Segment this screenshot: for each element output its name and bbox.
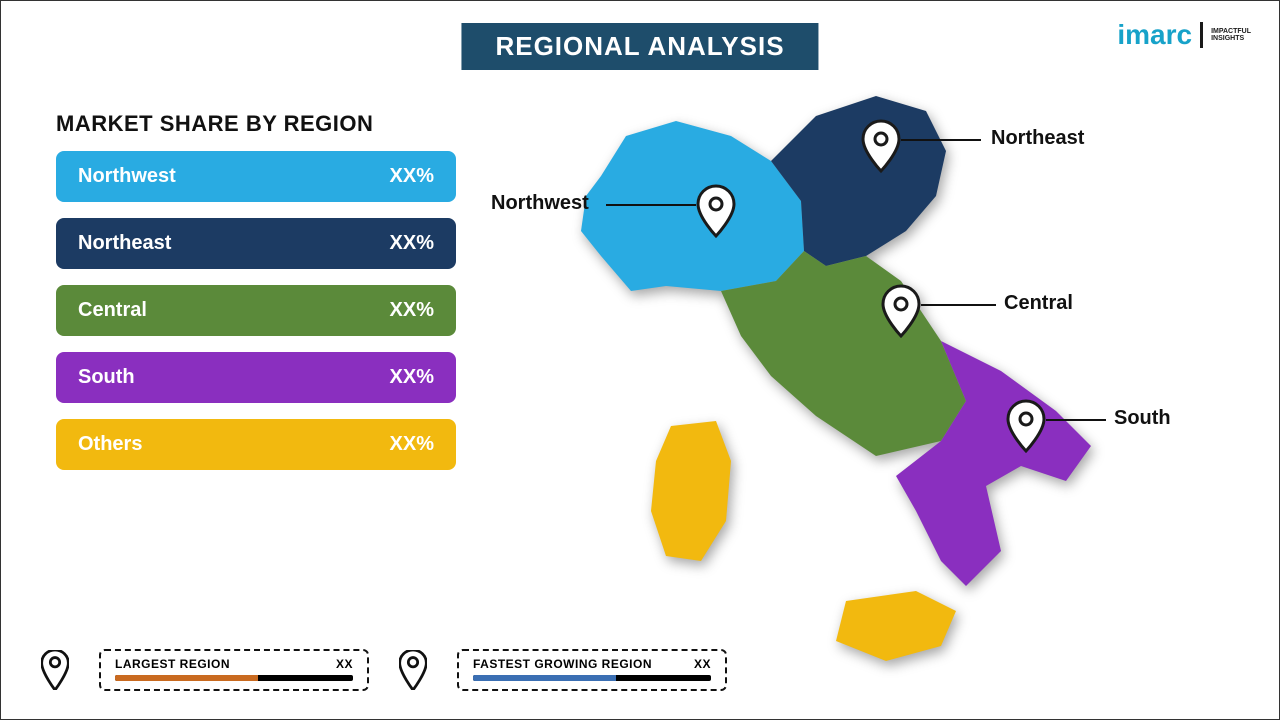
market-share-heading: MARKET SHARE BY REGION [56, 111, 456, 137]
italy-map: Northeast Northwest Central South [546, 81, 1146, 681]
share-value: XX% [390, 165, 434, 188]
share-label: Central [78, 299, 147, 322]
logo-separator [1200, 22, 1203, 48]
share-label: Others [78, 433, 142, 456]
leader-line [921, 304, 996, 306]
brand-logo: imarc IMPACTFUL INSIGHTS [1117, 19, 1251, 51]
share-row-northwest: Northwest XX% [56, 151, 456, 202]
region-sicily [836, 591, 956, 661]
market-share-panel: MARKET SHARE BY REGION Northwest XX% Nor… [56, 111, 456, 486]
leader-line [901, 139, 981, 141]
share-label: Northwest [78, 165, 176, 188]
map-label-northwest: Northwest [491, 192, 589, 215]
share-row-central: Central XX% [56, 285, 456, 336]
legend-largest: LARGEST REGION XX [99, 649, 369, 691]
legend-value: XX [336, 657, 353, 671]
share-row-others: Others XX% [56, 419, 456, 470]
legend-label: LARGEST REGION [115, 657, 230, 671]
map-label-central: Central [1004, 292, 1073, 315]
share-value: XX% [390, 433, 434, 456]
legend-bar [115, 675, 353, 681]
share-label: Northeast [78, 232, 171, 255]
logo-tagline: IMPACTFUL INSIGHTS [1211, 28, 1251, 42]
share-label: South [78, 366, 135, 389]
map-label-northeast: Northeast [991, 127, 1084, 150]
share-value: XX% [390, 366, 434, 389]
pin-icon [41, 650, 69, 690]
share-row-northeast: Northeast XX% [56, 218, 456, 269]
brand-name: imarc [1117, 19, 1192, 51]
region-sardinia [651, 421, 731, 561]
share-value: XX% [390, 299, 434, 322]
region-northwest [581, 121, 804, 291]
leader-line [606, 204, 696, 206]
leader-line [1046, 419, 1106, 421]
page-title: REGIONAL ANALYSIS [461, 23, 818, 70]
map-label-south: South [1114, 407, 1171, 430]
share-value: XX% [390, 232, 434, 255]
share-row-south: South XX% [56, 352, 456, 403]
pin-icon [399, 650, 427, 690]
